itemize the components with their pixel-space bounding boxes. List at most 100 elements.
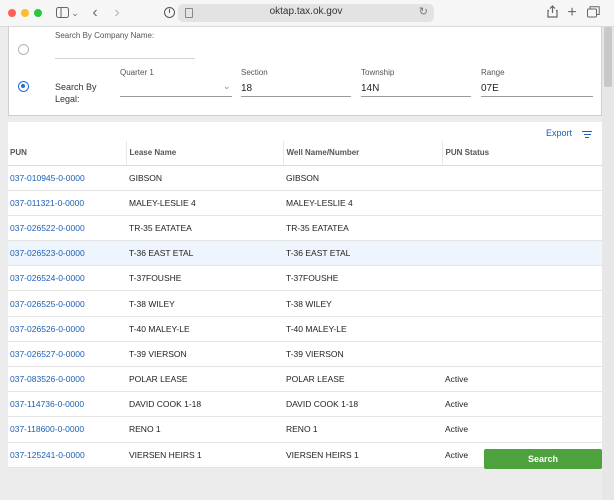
chevron-down-icon[interactable]: ⌄: [223, 81, 231, 91]
pun-status-cell: Active: [442, 391, 602, 418]
pun-status-cell: [442, 265, 602, 292]
pun-status-cell: Active: [442, 416, 602, 443]
pun-link[interactable]: 037-026526-0-0000: [8, 316, 126, 342]
share-icon[interactable]: [546, 4, 558, 22]
tabs-icon[interactable]: [586, 4, 600, 22]
section-input[interactable]: [241, 96, 351, 97]
new-tab-icon[interactable]: +: [567, 4, 577, 21]
chevron-down-icon[interactable]: ⌄: [71, 8, 79, 18]
pun-link[interactable]: 037-026527-0-0000: [8, 341, 126, 368]
well-name-cell: VIERSEN HEIRS 1: [283, 442, 442, 468]
well-name-cell: RENO 1: [283, 416, 442, 443]
page-content: Search By Company Name: Search By Legal:…: [0, 27, 614, 500]
browser-toolbar: ⌄ ‹ › i oktap.tax.ok.gov ↻ +: [0, 0, 614, 27]
well-name-cell: T-37FOUSHE: [283, 265, 442, 292]
table-row[interactable]: 037-010945-0-0000 GIBSON GIBSON: [8, 165, 602, 191]
forward-icon[interactable]: ›: [114, 4, 120, 21]
township-label: Township: [361, 68, 395, 77]
section-label: Section: [241, 68, 268, 77]
pun-link[interactable]: 037-026524-0-0000: [8, 265, 126, 292]
lease-name-cell: GIBSON: [126, 165, 283, 191]
township-input-value: 14N: [361, 83, 380, 94]
company-input[interactable]: [55, 58, 195, 59]
table-row[interactable]: 037-026526-0-0000 T-40 MALEY-LE T-40 MALEY…: [8, 316, 602, 342]
reload-icon[interactable]: ↻: [418, 6, 428, 18]
lease-name-cell: VIERSEN HEIRS 1: [126, 442, 283, 468]
legal-radio[interactable]: [18, 81, 29, 92]
pun-link[interactable]: 037-118600-0-0000: [8, 416, 126, 443]
pun-status-cell: [442, 240, 602, 267]
column-header-pun-status[interactable]: PUN Status: [441, 141, 602, 166]
table-row[interactable]: 037-026522-0-0000 TR-35 EATATEA TR-35 EATA…: [8, 215, 602, 242]
quarter-label: Quarter 1: [120, 68, 154, 77]
search-panel: Search By Company Name: Search By Legal:…: [8, 27, 602, 116]
close-window-button[interactable]: [8, 9, 16, 17]
table-row[interactable]: 037-118600-0-0000 RENO 1 RENO 1 Active: [8, 416, 602, 443]
pun-link[interactable]: 037-125241-0-0000: [8, 442, 126, 468]
pun-link[interactable]: 037-026525-0-0000: [8, 290, 126, 317]
pun-status-cell: [442, 290, 602, 317]
lease-name-cell: MALEY-LESLIE 4: [126, 190, 283, 216]
search-button[interactable]: Search: [484, 449, 602, 469]
lease-name-cell: T-38 WILEY: [126, 290, 283, 317]
well-name-cell: T-36 EAST ETAL: [283, 240, 442, 267]
sidebar-icon[interactable]: [55, 4, 69, 22]
pun-status-cell: [442, 165, 602, 191]
well-name-cell: DAVID COOK 1-18: [283, 391, 442, 418]
lease-name-cell: DAVID COOK 1-18: [126, 391, 283, 418]
table-header-row: PUN Lease Name Well Name/Number PUN Stat…: [8, 141, 602, 166]
township-input[interactable]: [361, 96, 471, 97]
range-input-value: 07E: [481, 83, 499, 94]
lease-name-cell: TR-35 EATATEA: [126, 215, 283, 242]
pun-link[interactable]: 037-010945-0-0000: [8, 165, 126, 191]
info-icon[interactable]: i: [164, 7, 175, 18]
column-header-pun[interactable]: PUN: [8, 141, 126, 166]
table-row[interactable]: 037-083526-0-0000 POLAR LEASE POLAR LEASE A…: [8, 366, 602, 393]
lease-name-cell: T-40 MALEY-LE: [126, 316, 283, 342]
lease-name-cell: T-39 VIERSON: [126, 341, 283, 368]
table-row[interactable]: 037-026525-0-0000 T-38 WILEY T-38 WILEY: [8, 290, 602, 317]
column-header-lease-name[interactable]: Lease Name: [125, 141, 283, 166]
range-input[interactable]: [481, 96, 593, 97]
table-row[interactable]: 037-026527-0-0000 T-39 VIERSON T-39 VIERSO…: [8, 341, 602, 368]
range-label: Range: [481, 68, 505, 77]
lease-name-cell: RENO 1: [126, 416, 283, 443]
table-row[interactable]: 037-026524-0-0000 T-37FOUSHE T-37FOUSHE: [8, 265, 602, 292]
scrollbar-thumb[interactable]: [604, 27, 612, 87]
well-name-cell: MALEY-LESLIE 4: [283, 190, 442, 216]
pun-status-cell: [442, 215, 602, 242]
pun-link[interactable]: 037-083526-0-0000: [8, 366, 126, 393]
pun-link[interactable]: 037-011321-0-0000: [8, 190, 126, 216]
legal-label-line1: Search By: [55, 82, 97, 92]
lease-name-cell: T-37FOUSHE: [126, 265, 283, 292]
well-name-cell: POLAR LEASE: [283, 366, 442, 393]
table-row[interactable]: 037-011321-0-0000 MALEY-LESLIE 4 MALEY-LES…: [8, 190, 602, 216]
address-bar[interactable]: oktap.tax.ok.gov ↻: [178, 4, 434, 22]
column-header-well-name[interactable]: Well Name/Number: [282, 141, 442, 166]
pun-status-cell: [442, 341, 602, 368]
pun-link[interactable]: 037-026522-0-0000: [8, 215, 126, 242]
quarter-select[interactable]: [120, 96, 232, 97]
table-row[interactable]: 037-114736-0-0000 DAVID COOK 1-18 DAVID CO…: [8, 391, 602, 418]
url-text: oktap.tax.ok.gov: [269, 6, 343, 17]
company-label: Search By Company Name:: [55, 31, 155, 40]
lease-name-cell: POLAR LEASE: [126, 366, 283, 393]
page-icon: [185, 8, 193, 18]
company-radio[interactable]: [18, 44, 29, 55]
filter-icon[interactable]: [582, 131, 592, 138]
back-icon[interactable]: ‹: [92, 4, 98, 21]
results-table: PUN Lease Name Well Name/Number PUN Stat…: [8, 141, 602, 468]
zoom-window-button[interactable]: [34, 9, 42, 17]
well-name-cell: GIBSON: [283, 165, 442, 191]
table-row[interactable]: 037-026523-0-0000 T-36 EAST ETAL T-36 EAST…: [8, 240, 602, 267]
well-name-cell: TR-35 EATATEA: [283, 215, 442, 242]
minimize-window-button[interactable]: [21, 9, 29, 17]
page-scrollbar[interactable]: [602, 27, 614, 500]
pun-status-cell: Active: [442, 366, 602, 393]
results-panel: Export PUN Lease Name Well Name/Number P…: [8, 122, 602, 468]
results-table-body: 037-010945-0-0000 GIBSON GIBSON 037-011321-…: [8, 165, 602, 468]
pun-status-cell: [442, 190, 602, 216]
pun-link[interactable]: 037-026523-0-0000: [8, 240, 126, 267]
export-link[interactable]: Export: [545, 128, 572, 138]
pun-link[interactable]: 037-114736-0-0000: [8, 391, 126, 418]
